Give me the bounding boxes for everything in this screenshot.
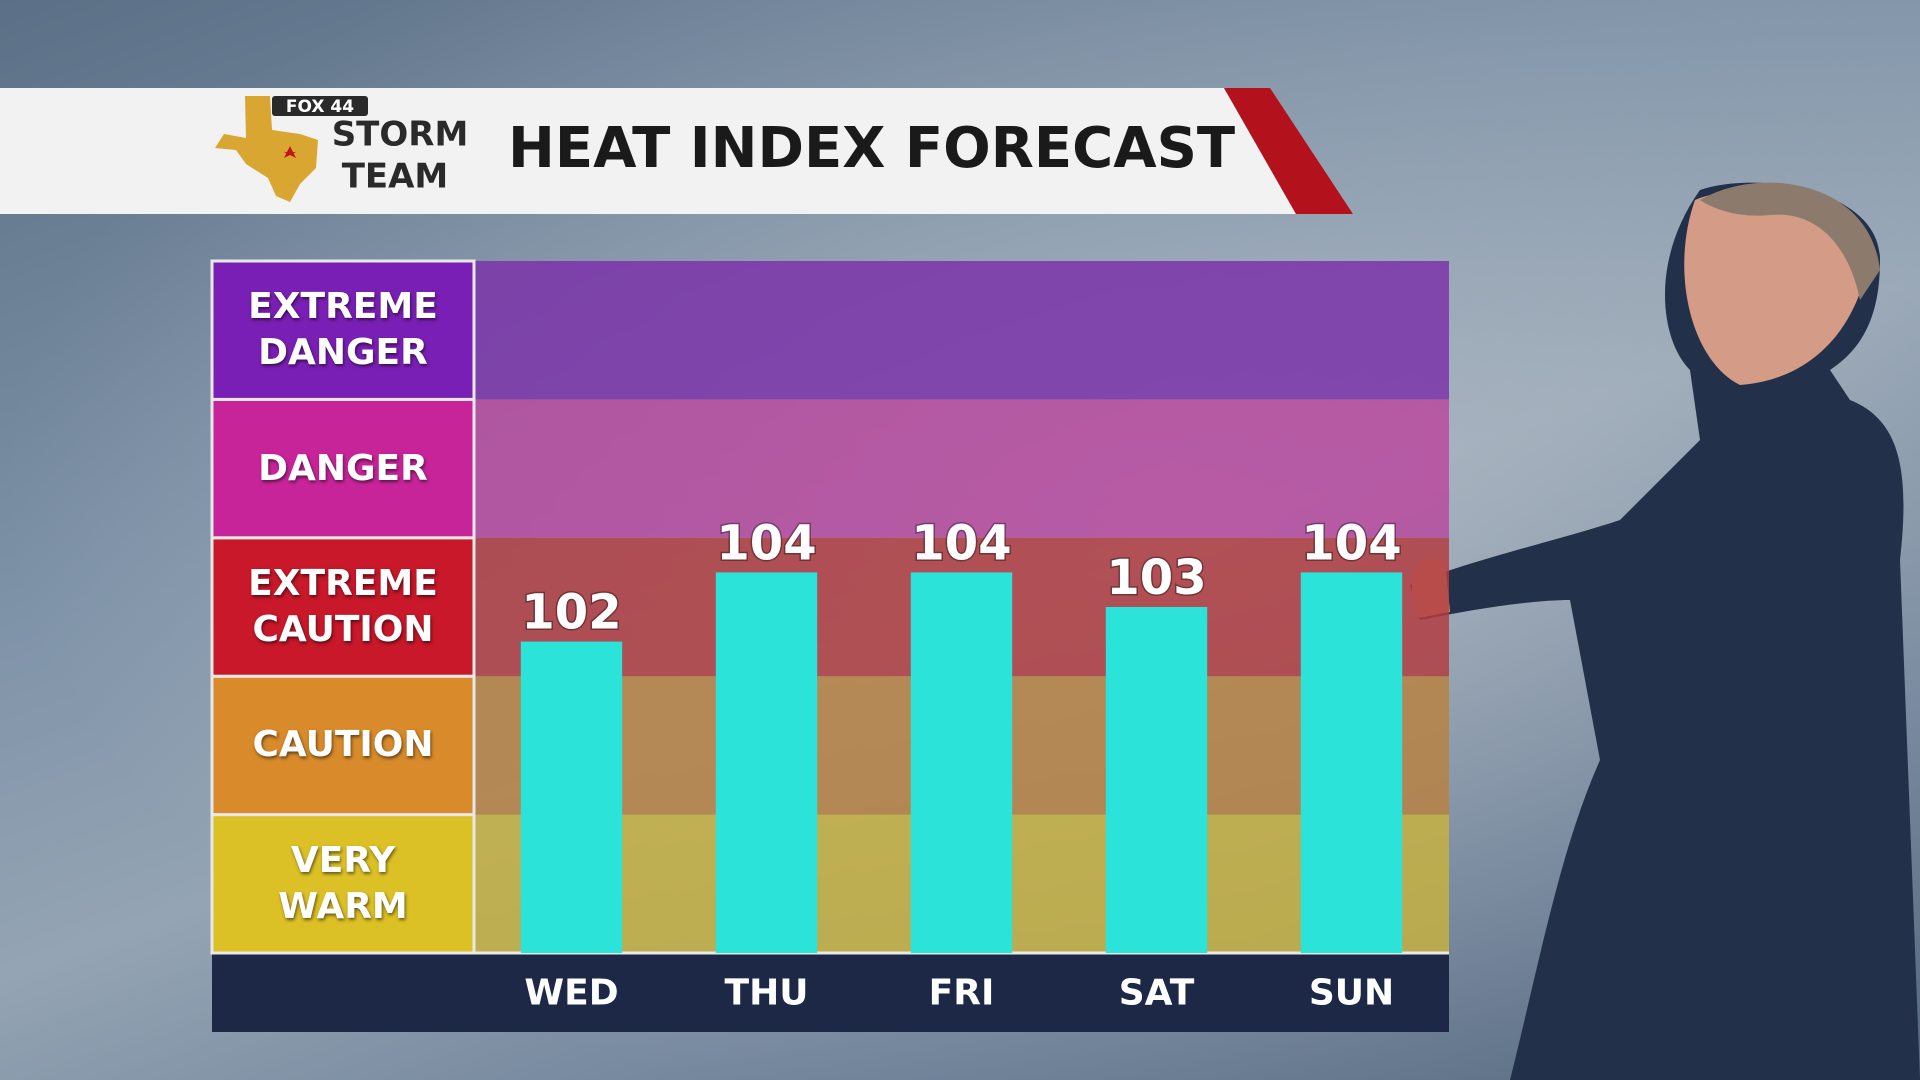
band-label-box xyxy=(210,536,476,678)
value-label: 104 xyxy=(1301,515,1401,571)
logo-network: FOX 44 xyxy=(286,97,354,117)
value-label: 104 xyxy=(716,515,816,571)
x-tick-label: FRI xyxy=(929,973,995,1014)
presenter xyxy=(1410,182,1920,1080)
band-label-box xyxy=(210,813,476,955)
band-label: DANGER xyxy=(258,447,428,489)
banner-accent xyxy=(1224,88,1353,214)
bar xyxy=(520,641,623,953)
band-label: VERY WARM xyxy=(278,839,408,927)
band-label: EXTREME CAUTION xyxy=(248,562,438,650)
logo-line2: TEAM xyxy=(342,157,449,197)
band-label-box xyxy=(210,397,476,540)
bar xyxy=(715,572,818,953)
band-label: EXTREME DANGER xyxy=(248,286,438,374)
value-label: 103 xyxy=(1106,550,1206,606)
chart-title: HEAT INDEX FORECAST xyxy=(508,116,1235,181)
band xyxy=(474,261,1449,400)
title-banner xyxy=(0,88,1296,214)
value-label: 102 xyxy=(521,585,621,641)
presenter-hair xyxy=(1700,182,1880,300)
presenter-face xyxy=(1684,191,1870,385)
band-label: CAUTION xyxy=(252,724,434,766)
x-tick-label: WED xyxy=(524,973,618,1014)
logo-badge xyxy=(272,96,368,116)
x-tick-label: THU xyxy=(725,973,809,1014)
band-label-box xyxy=(210,259,476,401)
x-tick-label: SAT xyxy=(1119,973,1195,1014)
category-strip xyxy=(212,953,1449,1032)
logo-line1: STORM xyxy=(332,115,469,155)
x-tick-label: SUN xyxy=(1309,973,1394,1014)
value-label: 104 xyxy=(911,515,1011,571)
bar xyxy=(1105,607,1208,953)
logo-star xyxy=(284,146,296,158)
bar xyxy=(910,572,1013,953)
band xyxy=(474,399,1449,538)
logo-shape xyxy=(215,96,318,202)
bar xyxy=(1300,572,1403,953)
